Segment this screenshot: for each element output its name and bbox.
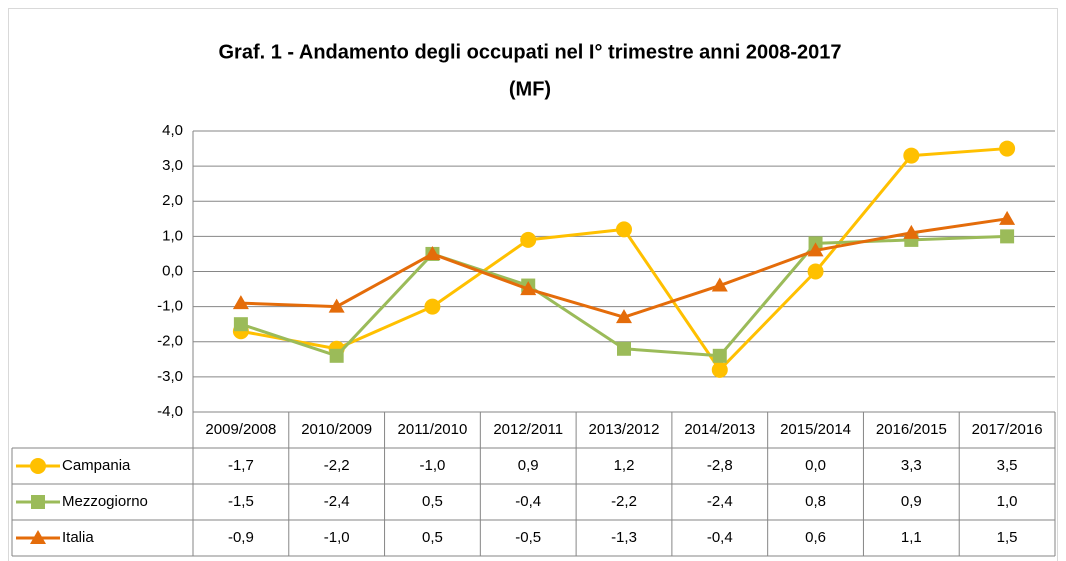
legend-label: Italia	[62, 529, 94, 546]
table-value: 0,8	[805, 493, 826, 510]
marker	[711, 277, 728, 292]
y-tick-label: 1,0	[162, 227, 183, 244]
x-tick-label: 2012/2011	[493, 421, 563, 438]
marker	[232, 295, 249, 310]
table-value: -2,2	[611, 493, 637, 510]
table-value: -2,4	[324, 493, 350, 510]
y-tick-label: 3,0	[162, 157, 183, 174]
table-value: -1,7	[228, 457, 254, 474]
legend-marker	[30, 530, 46, 544]
x-tick-label: 2009/2008	[205, 421, 276, 438]
table-value: -1,5	[228, 493, 254, 510]
chart-subtitle: (MF)	[509, 78, 551, 100]
y-tick-label: -2,0	[157, 333, 183, 350]
table-value: 3,3	[901, 457, 922, 474]
legend-label: Mezzogiorno	[62, 493, 148, 510]
marker	[233, 317, 248, 332]
y-tick-label: 4,0	[162, 122, 183, 139]
table-value: 0,6	[805, 529, 826, 546]
table-value: -1,0	[324, 529, 350, 546]
table-value: -1,0	[420, 457, 446, 474]
table-value: 1,5	[997, 529, 1018, 546]
table-value: -2,2	[324, 457, 350, 474]
y-tick-label: -3,0	[157, 368, 183, 385]
marker	[520, 281, 537, 296]
table-value: -2,8	[707, 457, 733, 474]
marker	[424, 298, 441, 315]
x-tick-label: 2011/2010	[398, 421, 468, 438]
marker	[903, 224, 920, 239]
x-tick-label: 2017/2016	[972, 421, 1043, 438]
marker	[617, 341, 631, 356]
y-tick-label: 2,0	[162, 192, 183, 209]
table-value: 1,1	[901, 529, 922, 546]
table-value: 0,0	[805, 457, 826, 474]
marker	[520, 231, 537, 248]
marker	[616, 309, 632, 324]
x-tick-label: 2010/2009	[301, 421, 372, 438]
marker	[712, 348, 727, 363]
x-tick-label: 2013/2012	[589, 421, 660, 438]
marker	[903, 147, 920, 164]
marker	[807, 242, 824, 257]
x-tick-label: 2015/2014	[780, 421, 851, 438]
table-value: 1,2	[614, 457, 635, 474]
marker	[424, 245, 441, 260]
table-value: 0,9	[518, 457, 539, 474]
table-value: -0,5	[515, 529, 541, 546]
table-value: 0,5	[422, 493, 443, 510]
table-value: -0,4	[707, 529, 733, 546]
table-value: -2,4	[707, 493, 733, 510]
marker	[329, 348, 344, 363]
legend-label: Campania	[62, 457, 131, 474]
table-value: 3,5	[997, 457, 1018, 474]
x-tick-label: 2016/2015	[876, 421, 947, 438]
y-tick-label: -4,0	[157, 403, 183, 420]
marker	[616, 221, 632, 238]
chart-title: Graf. 1 - Andamento degli occupati nel I…	[219, 41, 842, 63]
table-value: 1,0	[997, 493, 1018, 510]
marker	[1000, 229, 1015, 244]
y-tick-label: -1,0	[157, 298, 183, 315]
marker	[999, 210, 1016, 225]
x-tick-label: 2014/2013	[684, 421, 755, 438]
marker	[328, 298, 345, 313]
marker	[711, 361, 728, 378]
table-value: -0,9	[228, 529, 254, 546]
legend-marker	[30, 458, 46, 474]
marker	[999, 140, 1016, 157]
legend-marker	[31, 495, 45, 509]
table-value: -0,4	[515, 493, 541, 510]
marker	[807, 263, 824, 280]
table-value: 0,5	[422, 529, 443, 546]
table-value: 0,9	[901, 493, 922, 510]
table-value: -1,3	[611, 529, 637, 546]
y-tick-label: 0,0	[162, 262, 183, 279]
